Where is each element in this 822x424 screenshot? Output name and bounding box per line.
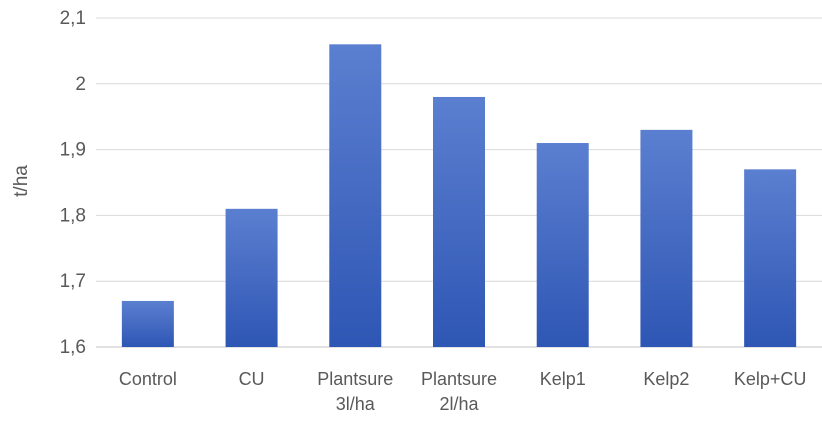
x-tick-label: CU — [239, 369, 265, 389]
x-tick-label: Plantsure — [421, 369, 497, 389]
x-tick-label: 2l/ha — [439, 394, 479, 414]
x-tick-label: Kelp1 — [540, 369, 586, 389]
bar — [329, 44, 382, 347]
x-tick-label: Plantsure — [317, 369, 393, 389]
y-tick-label: 1,8 — [60, 205, 86, 226]
x-axis-ticks: Control CU Plantsure 3l/ha Plantsure 2l/ha Kel… — [119, 369, 807, 414]
x-tick-label: Kelp2 — [643, 369, 689, 389]
y-tick-label: 2,1 — [60, 8, 86, 29]
bar — [433, 96, 485, 348]
y-tick-label: 2 — [75, 74, 86, 95]
y-axis-label: t/ha — [11, 165, 32, 197]
y-axis-ticks: 1,6 1,7 1,8 1,9 2 2,1 — [60, 8, 86, 358]
x-tick-label: 3l/ha — [336, 394, 376, 414]
y-tick-label: 1,6 — [60, 337, 86, 358]
y-tick-label: 1,9 — [60, 140, 86, 161]
x-tick-label: Control — [119, 369, 177, 389]
bar — [640, 129, 693, 347]
x-tick-label: Kelp+CU — [734, 369, 807, 389]
bar — [121, 300, 174, 347]
bars — [121, 44, 797, 348]
bar — [744, 169, 797, 347]
bar — [225, 208, 278, 347]
y-tick-label: 1,7 — [60, 271, 86, 292]
bar — [536, 143, 589, 347]
